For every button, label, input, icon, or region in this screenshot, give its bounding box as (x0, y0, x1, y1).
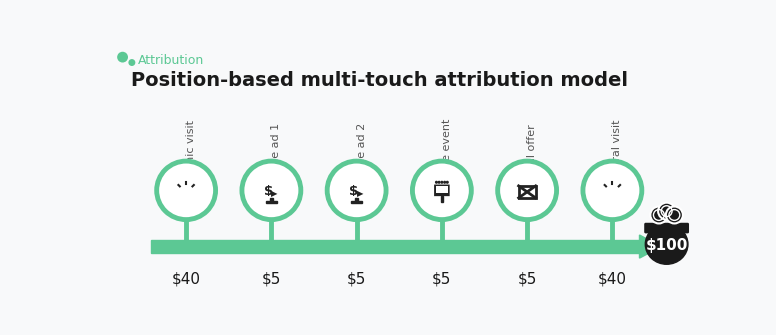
Bar (185, 184, 188, 192)
Text: $5: $5 (262, 271, 281, 286)
FancyBboxPatch shape (645, 223, 688, 233)
Ellipse shape (646, 224, 688, 264)
Text: $: $ (349, 185, 359, 198)
FancyBboxPatch shape (348, 186, 365, 198)
Circle shape (438, 181, 441, 184)
Text: Online ad 2: Online ad 2 (357, 123, 366, 187)
Text: $: $ (264, 185, 273, 198)
FancyBboxPatch shape (434, 185, 449, 196)
Text: $100: $100 (646, 238, 688, 253)
Circle shape (157, 161, 216, 220)
FancyBboxPatch shape (263, 186, 280, 198)
Text: $40: $40 (598, 271, 627, 286)
Bar (266, 201, 277, 203)
Bar (151, 240, 639, 254)
Circle shape (128, 59, 135, 66)
Circle shape (327, 161, 386, 220)
Text: Organic visit: Organic visit (186, 120, 196, 190)
Text: ▶: ▶ (272, 189, 278, 198)
Text: Attribution: Attribution (138, 54, 204, 67)
Bar (518, 186, 535, 198)
Text: $5: $5 (347, 271, 366, 286)
Bar (435, 186, 449, 193)
Circle shape (443, 181, 446, 184)
Text: $5: $5 (432, 271, 452, 286)
Bar (441, 196, 442, 202)
Bar (270, 198, 272, 201)
Circle shape (435, 181, 438, 184)
Circle shape (440, 181, 443, 184)
Text: Email offer: Email offer (527, 125, 537, 185)
Bar (355, 198, 358, 201)
Circle shape (497, 161, 556, 220)
Circle shape (666, 206, 683, 223)
Circle shape (611, 182, 614, 185)
Text: Online ad 1: Online ad 1 (272, 123, 282, 187)
Polygon shape (639, 235, 661, 258)
FancyBboxPatch shape (607, 191, 618, 200)
Circle shape (650, 206, 667, 223)
Circle shape (412, 161, 471, 220)
Bar (350, 187, 364, 196)
Text: Offline event: Offline event (442, 119, 452, 191)
Bar (352, 201, 362, 203)
Bar (611, 184, 614, 192)
Bar (265, 187, 279, 196)
Circle shape (583, 161, 642, 220)
Circle shape (117, 52, 128, 63)
Circle shape (242, 161, 301, 220)
Text: Position-based multi-touch attribution model: Position-based multi-touch attribution m… (131, 71, 628, 90)
Text: Referral visit: Referral visit (612, 120, 622, 190)
Circle shape (185, 182, 188, 185)
Text: ▶: ▶ (356, 189, 363, 198)
Text: $40: $40 (171, 271, 201, 286)
FancyBboxPatch shape (180, 191, 192, 200)
Text: $5: $5 (518, 271, 537, 286)
Circle shape (445, 181, 449, 184)
Circle shape (658, 203, 675, 220)
